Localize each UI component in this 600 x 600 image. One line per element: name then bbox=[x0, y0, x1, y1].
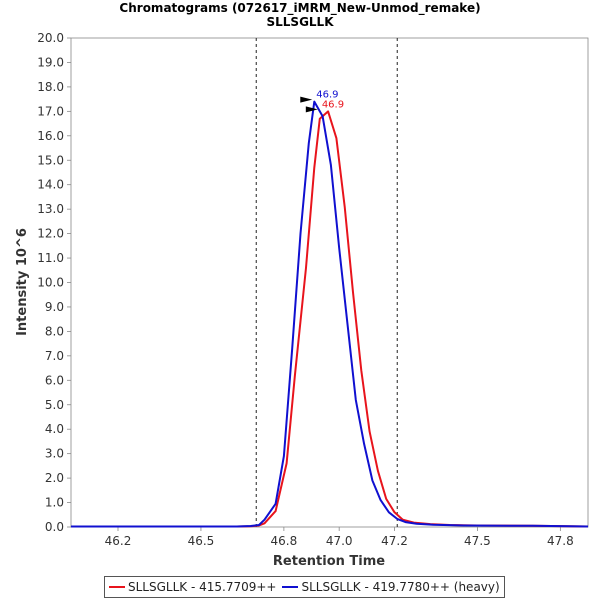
series-layer: 46.946.9 bbox=[71, 90, 589, 528]
x-tick-label: 47.5 bbox=[464, 534, 491, 548]
y-axis-label: Intensity 10^6 bbox=[15, 228, 30, 336]
peak-label: 46.9 bbox=[316, 90, 338, 101]
y-tick-label: 4.0 bbox=[45, 422, 64, 436]
y-tick-label: 19.0 bbox=[37, 55, 64, 69]
y-tick-label: 17.0 bbox=[37, 104, 64, 118]
y-tick-label: 13.0 bbox=[37, 202, 64, 216]
x-tick-label: 47.0 bbox=[326, 534, 353, 548]
y-tick-label: 10.0 bbox=[37, 276, 64, 290]
y-axis: 0.0 1.0 2.0 3.0 4.0 5.0 6.0 7.0 8.0 9.0 10.0 11.0 12… bbox=[37, 31, 71, 534]
plot-area bbox=[70, 37, 589, 528]
peak-marker-arrow bbox=[305, 106, 318, 113]
y-tick-label: 14.0 bbox=[37, 178, 64, 192]
legend-label-heavy: SLLSGLLK - 419.7780++ (heavy) bbox=[301, 580, 500, 594]
y-tick-label: 9.0 bbox=[45, 300, 64, 314]
chart-title: Chromatograms (072617_iMRM_New-Unmod_rem… bbox=[119, 1, 480, 16]
series-line-heavy bbox=[71, 100, 589, 528]
y-tick-label: 1.0 bbox=[45, 496, 64, 510]
peak-marker-arrow bbox=[300, 96, 313, 103]
x-tick-label: 46.8 bbox=[271, 534, 298, 548]
y-tick-label: 18.0 bbox=[37, 80, 64, 94]
y-tick-label: 20.0 bbox=[37, 31, 64, 45]
legend-item-heavy: SLLSGLLK - 419.7780++ (heavy) bbox=[282, 580, 500, 594]
x-axis: 46.2 46.5 46.8 47.0 47.2 47.5 47.8 bbox=[105, 527, 574, 548]
x-axis-label: Retention Time bbox=[273, 554, 385, 569]
legend-swatch-light bbox=[109, 586, 125, 588]
legend-label-light: SLLSGLLK - 415.7709++ bbox=[128, 580, 277, 594]
y-tick-label: 7.0 bbox=[45, 349, 64, 363]
legend-item-light: SLLSGLLK - 415.7709++ bbox=[109, 580, 276, 594]
y-tick-label: 6.0 bbox=[45, 373, 64, 387]
y-tick-label: 8.0 bbox=[45, 324, 64, 338]
x-tick-label: 46.2 bbox=[105, 534, 132, 548]
x-tick-label: 46.5 bbox=[188, 534, 215, 548]
y-tick-label: 16.0 bbox=[37, 129, 64, 143]
x-tick-label: 47.2 bbox=[381, 534, 408, 548]
chart-subtitle: SLLSGLLK bbox=[266, 15, 334, 29]
y-tick-label: 0.0 bbox=[45, 520, 64, 534]
legend: SLLSGLLK - 415.7709++ SLLSGLLK - 419.778… bbox=[104, 576, 505, 598]
y-tick-label: 11.0 bbox=[37, 251, 64, 265]
legend-swatch-heavy bbox=[282, 586, 299, 588]
y-tick-label: 12.0 bbox=[37, 227, 64, 241]
peak-label: 46.9 bbox=[322, 99, 344, 110]
y-tick-label: 2.0 bbox=[45, 471, 64, 485]
y-tick-label: 15.0 bbox=[37, 153, 64, 167]
y-tick-label: 3.0 bbox=[45, 447, 64, 461]
x-tick-label: 47.8 bbox=[547, 534, 574, 548]
y-tick-label: 5.0 bbox=[45, 398, 64, 412]
